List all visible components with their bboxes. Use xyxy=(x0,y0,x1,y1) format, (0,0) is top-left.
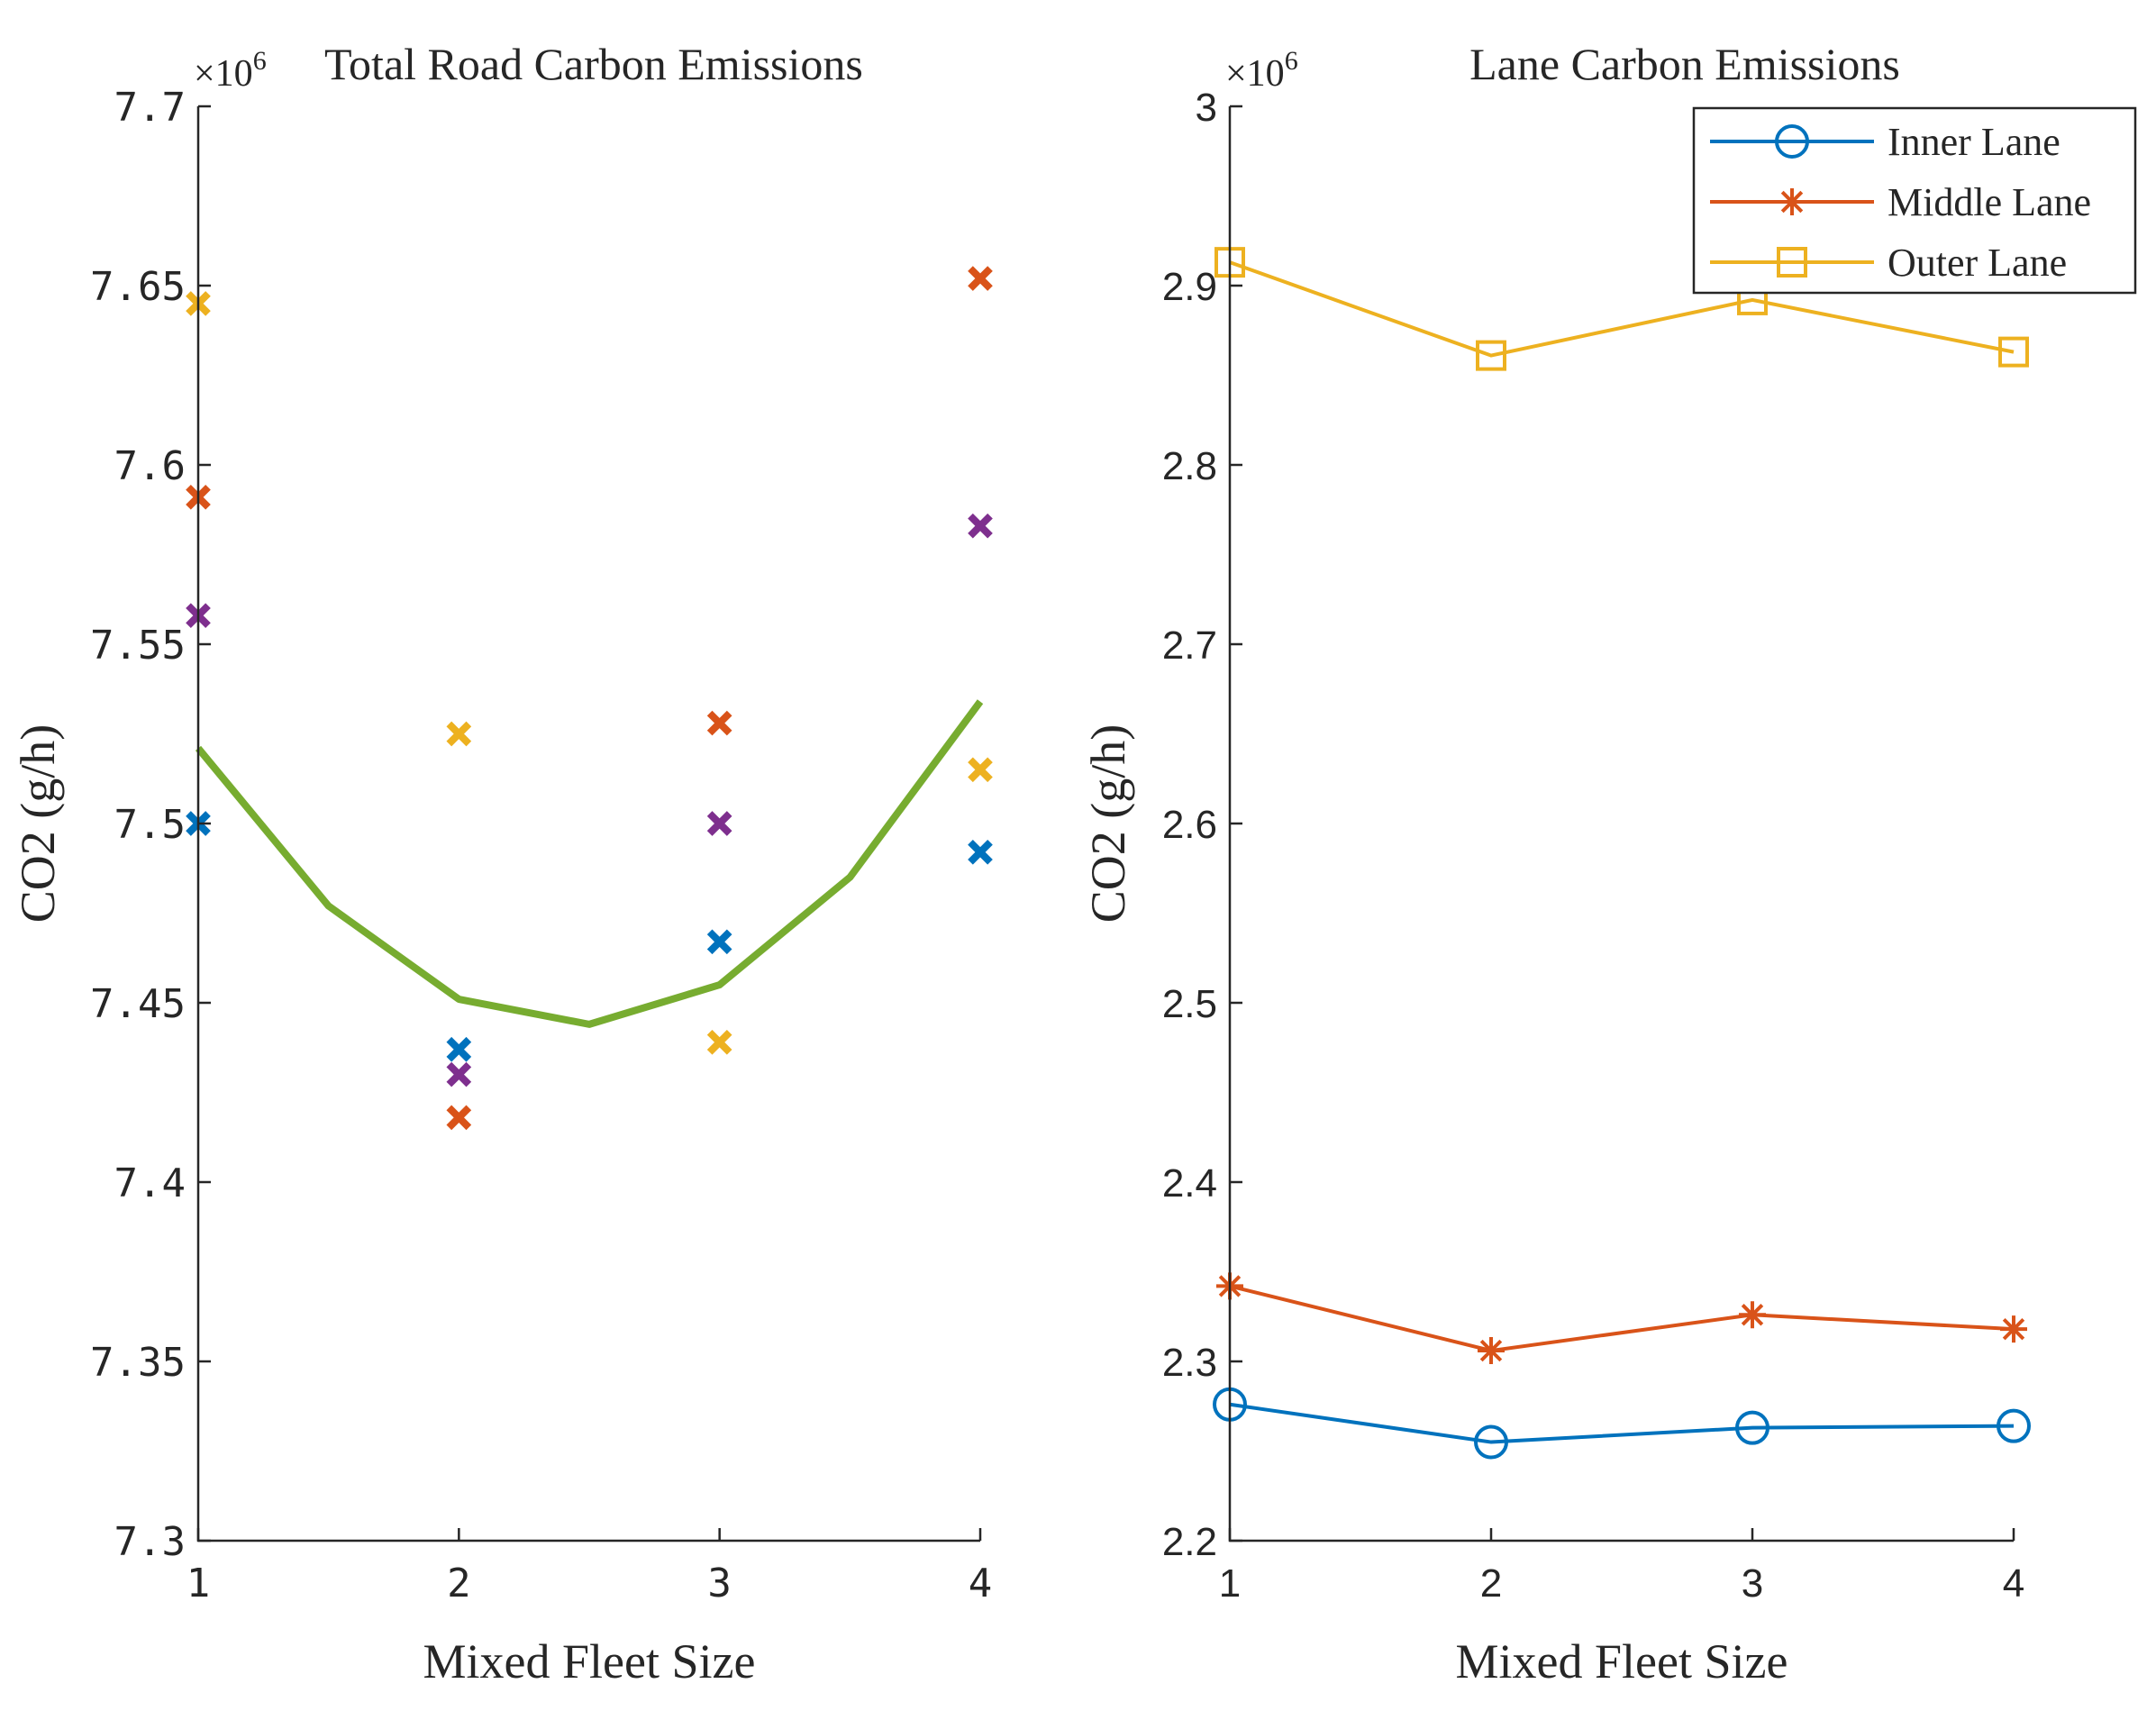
lane-emissions-y-tick-label: 2.2 xyxy=(1162,1520,1217,1564)
legend-label: Inner Lane xyxy=(1888,120,2060,164)
series-inner-lane xyxy=(1213,1387,2031,1460)
blue-point xyxy=(446,1036,472,1062)
outer-lane-point xyxy=(1998,336,2029,368)
yellow-point xyxy=(968,757,993,783)
orange-point xyxy=(446,1105,472,1131)
series-outer-lane xyxy=(1214,247,2029,371)
lane-emissions-chart: 1 2 3 4 2.2 2.3 2.4 2.5 2.6 2.7 2.8 2.9 3 ×106 Lane … xyxy=(1081,39,2137,1688)
lane-emissions-y-tick-label: 2.8 xyxy=(1162,444,1217,488)
inner-lane-point xyxy=(1735,1410,1769,1445)
lane-emissions-y-tick-label: 2.7 xyxy=(1162,623,1217,668)
lane-emissions-exponent: ×106 xyxy=(1225,46,1298,95)
series-yellow xyxy=(186,291,993,1055)
total-emissions-y-tick-label: 7.6 xyxy=(114,443,186,489)
total-emissions-x-tick-label: 4 xyxy=(969,1561,993,1606)
purple-point xyxy=(706,811,732,836)
lane-emissions-x-tick-label: 3 xyxy=(1742,1561,1763,1606)
blue-point xyxy=(968,840,993,865)
orange-point xyxy=(968,266,993,291)
legend-swatch-marker xyxy=(1778,188,1806,215)
inner-lane-point xyxy=(1474,1424,1508,1460)
lane-emissions-y-tick-label: 2.9 xyxy=(1162,265,1217,309)
total-emissions-y-tick-label: 7.55 xyxy=(90,623,186,669)
lane-emissions-x-tick-label: 1 xyxy=(1219,1561,1241,1606)
yellow-point xyxy=(706,1029,732,1055)
legend-swatch-marker xyxy=(1775,124,1809,159)
lane-emissions-x-tick-label: 2 xyxy=(1480,1561,1502,1606)
middle-lane-point xyxy=(1478,1337,1505,1365)
orange-point xyxy=(706,710,732,736)
lane-emissions-xlabel: Mixed Fleet Size xyxy=(1456,1634,1788,1688)
legend-label: Outer Lane xyxy=(1888,241,2067,285)
lane-emissions-y-tick-label: 2.4 xyxy=(1162,1161,1217,1206)
lane-emissions-y-tick-label: 2.6 xyxy=(1162,803,1217,847)
total-emissions-axes-frame xyxy=(196,106,980,1543)
legend-entry-inner-lane: Inner Lane xyxy=(1710,120,2060,164)
purple-point xyxy=(968,513,993,539)
lane-emissions-legend: Inner Lane Middle Lane Outer Lane xyxy=(1692,106,2137,295)
total-emissions-y-tick-label: 7.45 xyxy=(90,981,186,1027)
total-emissions-xlabel: Mixed Fleet Size xyxy=(423,1634,756,1688)
yellow-point xyxy=(446,721,472,747)
total-emissions-y-tick-label: 7.7 xyxy=(114,85,186,131)
lane-emissions-y-tick-label: 2.5 xyxy=(1162,982,1217,1026)
total-emissions-x-tick-label: 2 xyxy=(447,1561,471,1606)
total-emissions-y-tick-label: 7.65 xyxy=(90,264,186,310)
series-middle-lane xyxy=(1216,1272,2027,1365)
inner-lane-line xyxy=(1229,1402,2015,1444)
legend-label: Middle Lane xyxy=(1888,180,2091,224)
outer-lane-line xyxy=(1229,260,2015,358)
middle-lane-line xyxy=(1229,1284,2015,1353)
lane-emissions-y-tick-label: 2.3 xyxy=(1162,1341,1217,1385)
series-blue xyxy=(186,811,993,1062)
middle-lane-point xyxy=(2000,1315,2027,1343)
lane-emissions-x-tick-label: 4 xyxy=(2003,1561,2024,1606)
inner-lane-point xyxy=(1997,1408,2031,1443)
total-emissions-marks xyxy=(186,266,993,1131)
outer-lane-point xyxy=(1476,340,1506,371)
total-emissions-y-tick-label: 7.3 xyxy=(114,1519,186,1565)
lane-emissions-marks xyxy=(1213,247,2031,1460)
total-emissions-title: Total Road Carbon Emissions xyxy=(324,39,863,89)
total-emissions-y-tick-label: 7.4 xyxy=(114,1160,186,1206)
middle-lane-point xyxy=(1739,1301,1766,1329)
total-emissions-x-tick-label: 3 xyxy=(707,1561,732,1606)
blue-point xyxy=(706,929,732,955)
lane-emissions-ylabel: CO2 (g/h) xyxy=(1081,724,1135,923)
total-emissions-ticks: 1 2 3 4 7.3 7.35 7.4 7.45 7.5 7.55 7.6 7.65 7.7 xyxy=(90,85,992,1606)
legend-swatch-marker xyxy=(1777,247,1807,278)
legend-entry-middle-lane: Middle Lane xyxy=(1710,180,2091,224)
total-emissions-chart: 1 2 3 4 7.3 7.35 7.4 7.45 7.5 7.55 7.6 7.65 7.7 ×106… xyxy=(11,39,993,1688)
lane-emissions-axes-frame xyxy=(1228,106,2014,1543)
lane-emissions-ticks: 1 2 3 4 2.2 2.3 2.4 2.5 2.6 2.7 2.8 2.9 3 xyxy=(1162,86,2024,1606)
purple-point xyxy=(446,1061,472,1088)
legend-entry-outer-lane: Outer Lane xyxy=(1710,241,2067,285)
total-emissions-ylabel: CO2 (g/h) xyxy=(11,724,65,923)
trend-line xyxy=(195,699,984,1028)
total-emissions-x-tick-label: 1 xyxy=(186,1561,211,1606)
series-purple xyxy=(186,513,993,1088)
lane-emissions-y-tick-label: 3 xyxy=(1196,86,1217,130)
series-orange xyxy=(186,266,993,1131)
total-emissions-exponent: ×106 xyxy=(194,46,267,95)
lane-emissions-title: Lane Carbon Emissions xyxy=(1469,39,1900,89)
total-emissions-y-tick-label: 7.5 xyxy=(114,802,186,848)
total-emissions-y-tick-label: 7.35 xyxy=(90,1340,186,1386)
